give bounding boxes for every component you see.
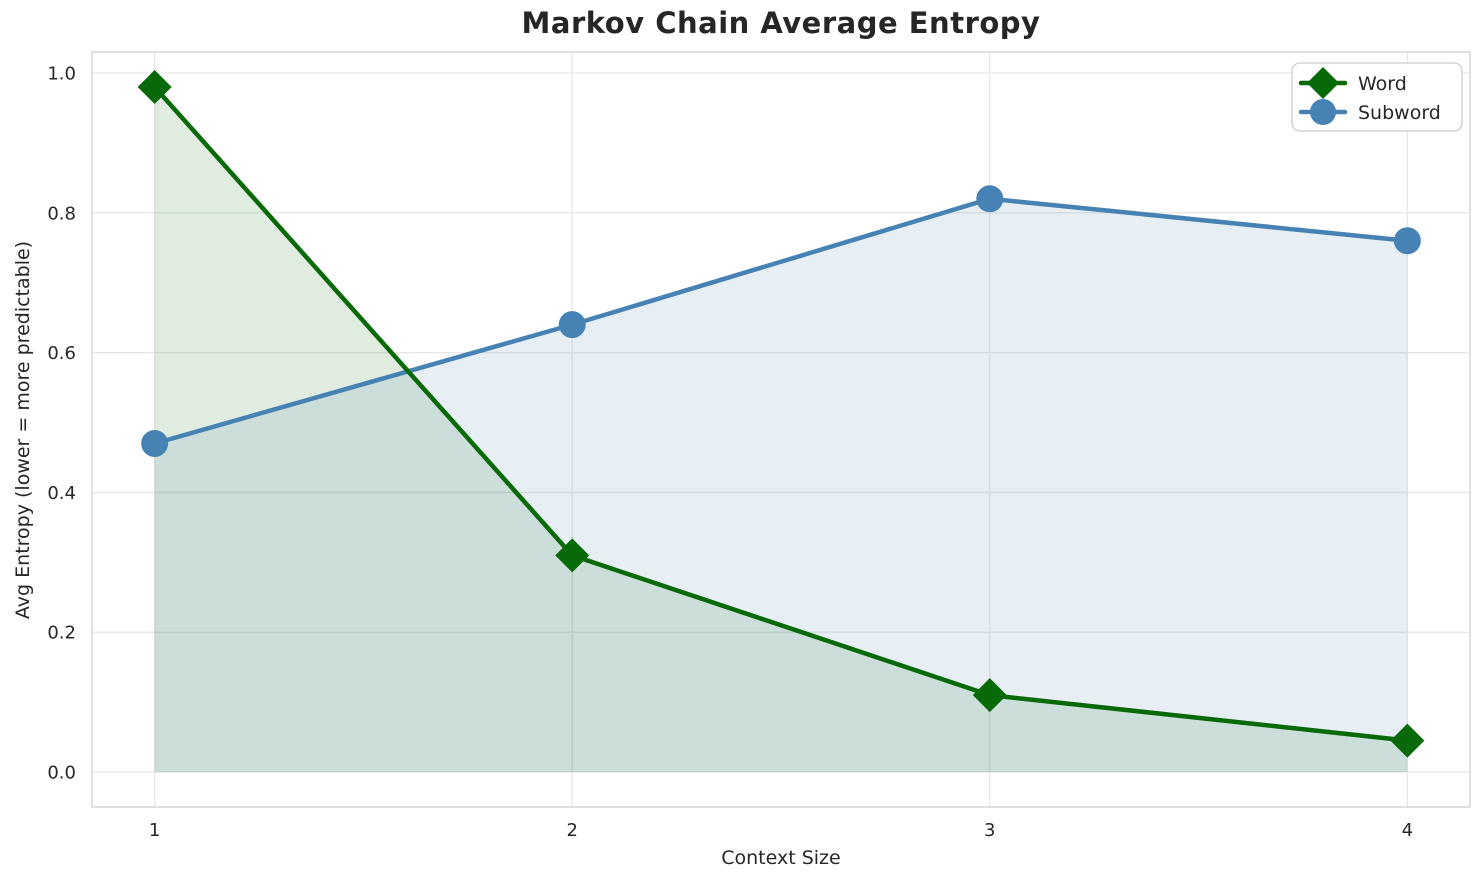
legend-item-label: Subword xyxy=(1358,102,1441,124)
data-point-subword-1 xyxy=(141,429,169,457)
area-fill-word xyxy=(154,86,1408,773)
x-tick-label: 3 xyxy=(984,820,995,841)
legend-marker-word xyxy=(1307,67,1339,99)
data-point-subword-4 xyxy=(1393,227,1421,255)
y-tick-label: 0.2 xyxy=(47,623,76,644)
chart-title: Markov Chain Average Entropy xyxy=(521,6,1041,40)
x-tick-label: 4 xyxy=(1402,820,1413,841)
y-axis-label: Avg Entropy (lower = more predictable) xyxy=(12,240,34,620)
x-axis-label: Context Size xyxy=(721,847,841,869)
series-line-word xyxy=(152,84,1410,743)
series-line-subword xyxy=(152,196,1410,446)
x-tick-label: 2 xyxy=(566,820,577,841)
y-tick-label: 0.6 xyxy=(47,343,76,364)
plot-area xyxy=(92,52,1470,807)
data-point-subword-2 xyxy=(558,311,586,339)
data-point-subword-3 xyxy=(976,185,1004,213)
y-tick-label: 1.0 xyxy=(47,63,76,84)
y-tick-label: 0.0 xyxy=(47,763,76,784)
y-tick-label: 0.8 xyxy=(47,203,76,224)
data-point-word-4 xyxy=(1390,723,1425,758)
legend: Word Subword xyxy=(1291,62,1463,132)
x-tick-label: 1 xyxy=(149,820,160,841)
plot-border xyxy=(91,51,1471,808)
area-fill-subword xyxy=(154,198,1408,773)
data-point-word-2 xyxy=(555,538,590,573)
data-point-word-3 xyxy=(972,678,1007,713)
legend-marker-subword xyxy=(1310,99,1336,125)
data-point-word-1 xyxy=(137,69,172,104)
legend-item-label: Word xyxy=(1358,73,1407,95)
y-tick-label: 0.4 xyxy=(47,483,76,504)
